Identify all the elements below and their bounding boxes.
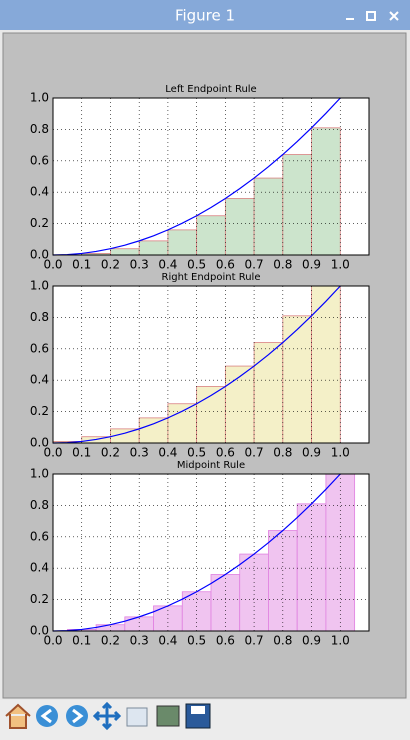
x-tick-label: 0.7 xyxy=(245,446,264,460)
x-tick-label: 0.3 xyxy=(130,258,149,272)
window-title: Figure 1 xyxy=(175,7,235,25)
bar xyxy=(138,417,169,444)
chart-title: Midpoint Rule xyxy=(177,460,245,471)
x-tick-label: 0.6 xyxy=(216,446,235,460)
bar xyxy=(282,315,312,444)
x-tick-label: 0.1 xyxy=(72,258,91,272)
x-tick-label: 0.2 xyxy=(101,446,120,460)
forward-button[interactable] xyxy=(66,705,88,727)
bar xyxy=(110,248,140,256)
bar xyxy=(239,553,269,632)
zoom-button[interactable] xyxy=(156,705,180,727)
y-tick-label: 0.2 xyxy=(30,592,49,606)
x-tick-label: 0.5 xyxy=(187,258,206,272)
maximize-button[interactable] xyxy=(366,11,376,21)
bar xyxy=(311,285,341,444)
y-tick-label: 0.0 xyxy=(30,436,49,450)
axes-frame xyxy=(52,285,370,444)
y-tick-label: 1.0 xyxy=(30,279,49,293)
bar xyxy=(167,229,198,256)
x-tick-label: 1.0 xyxy=(331,446,350,460)
bar xyxy=(311,127,341,256)
x-tick-label: 0.1 xyxy=(72,446,91,460)
bar xyxy=(253,342,284,444)
chart-title: Right Endpoint Rule xyxy=(162,272,261,283)
y-tick-label: 0.8 xyxy=(30,122,49,136)
x-tick-label: 0.8 xyxy=(273,258,292,272)
chart-title: Left Endpoint Rule xyxy=(165,84,256,95)
x-tick-label: 0.9 xyxy=(302,446,321,460)
x-tick-label: 0.9 xyxy=(302,634,321,648)
x-tick-label: 1.0 xyxy=(331,634,350,648)
bar xyxy=(325,473,356,632)
x-tick-label: 1.0 xyxy=(331,258,350,272)
close-button[interactable] xyxy=(389,11,399,21)
x-tick-label: 0.7 xyxy=(245,634,264,648)
bar xyxy=(224,365,255,444)
y-tick-label: 0.8 xyxy=(30,310,49,324)
y-tick-label: 0.4 xyxy=(30,561,49,575)
y-tick-label: 1.0 xyxy=(30,91,49,105)
y-tick-label: 0.6 xyxy=(30,529,49,543)
bar xyxy=(268,530,298,632)
line xyxy=(52,285,341,444)
x-tick-label: 0.2 xyxy=(101,258,120,272)
toolbar-icons xyxy=(5,701,211,731)
y-tick-label: 0.4 xyxy=(30,373,49,387)
x-tick-label: 0.3 xyxy=(130,446,149,460)
x-tick-label: 0.1 xyxy=(72,634,91,648)
y-tick-label: 0.4 xyxy=(30,185,49,199)
home-button[interactable] xyxy=(5,703,31,729)
bar xyxy=(167,403,198,444)
line xyxy=(52,97,341,256)
title-bar xyxy=(0,0,410,30)
bar xyxy=(138,240,169,256)
save-label xyxy=(191,706,205,714)
x-tick-label: 0.8 xyxy=(273,634,292,648)
x-tick-label: 0.6 xyxy=(216,634,235,648)
x-tick-label: 0.4 xyxy=(158,446,177,460)
line xyxy=(52,473,341,632)
bar xyxy=(282,154,312,256)
y-tick-label: 0.0 xyxy=(30,624,49,638)
back-button[interactable] xyxy=(36,705,58,727)
forward-arrow xyxy=(72,708,84,724)
y-tick-label: 0.8 xyxy=(30,498,49,512)
x-tick-label: 0.0 xyxy=(43,258,62,272)
back-arrow xyxy=(40,708,52,724)
pan-button[interactable] xyxy=(92,701,122,731)
x-tick-label: 0.8 xyxy=(273,446,292,460)
y-tick-label: 0.6 xyxy=(30,153,49,167)
y-tick-label: 0.6 xyxy=(30,341,49,355)
bar xyxy=(196,215,226,256)
x-tick-label: 0.5 xyxy=(187,634,206,648)
axes-frame xyxy=(52,97,370,256)
y-tick-label: 0.2 xyxy=(30,404,49,418)
x-tick-label: 0.0 xyxy=(43,634,62,648)
x-tick-label: 0.2 xyxy=(101,634,120,648)
x-tick-label: 0.3 xyxy=(130,634,149,648)
bar xyxy=(253,177,284,256)
y-tick-label: 0.0 xyxy=(30,248,49,262)
subplots-button[interactable] xyxy=(126,707,148,727)
x-tick-label: 0.0 xyxy=(43,446,62,460)
y-tick-label: 1.0 xyxy=(30,467,49,481)
y-tick-label: 0.2 xyxy=(30,216,49,230)
x-tick-label: 0.7 xyxy=(245,258,264,272)
axes-frame xyxy=(52,473,370,632)
x-tick-label: 0.5 xyxy=(187,446,206,460)
x-tick-label: 0.4 xyxy=(158,634,177,648)
bar xyxy=(224,198,255,256)
x-tick-label: 0.4 xyxy=(158,258,177,272)
x-tick-label: 0.9 xyxy=(302,258,321,272)
x-tick-label: 0.6 xyxy=(216,258,235,272)
